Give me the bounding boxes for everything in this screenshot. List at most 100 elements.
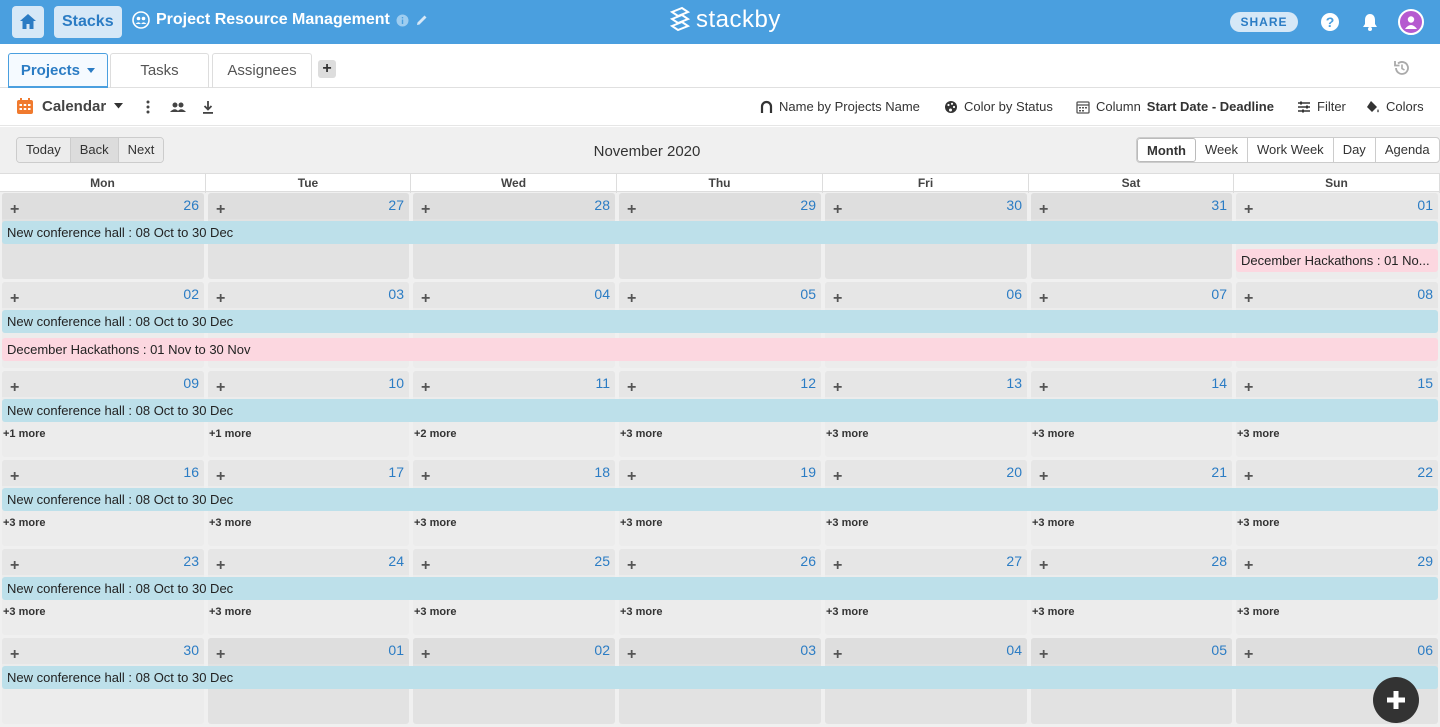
date-number[interactable]: 25: [594, 553, 610, 569]
add-event-button[interactable]: +: [1244, 290, 1254, 307]
add-event-button[interactable]: +: [216, 557, 226, 574]
date-number[interactable]: 09: [183, 375, 199, 391]
date-number[interactable]: 19: [800, 464, 816, 480]
add-event-button[interactable]: +: [1039, 557, 1049, 574]
show-more-link[interactable]: +2 more: [414, 428, 457, 440]
date-number[interactable]: 11: [595, 375, 610, 391]
show-more-link[interactable]: +1 more: [209, 428, 252, 440]
show-more-link[interactable]: +3 more: [414, 606, 457, 618]
add-event-button[interactable]: +: [1039, 290, 1049, 307]
add-record-button[interactable]: [1373, 677, 1419, 723]
info-icon[interactable]: [396, 14, 409, 27]
add-event-button[interactable]: +: [10, 557, 20, 574]
add-event-button[interactable]: +: [216, 379, 226, 396]
project-title[interactable]: Project Resource Management: [156, 11, 390, 28]
date-number[interactable]: 12: [800, 375, 816, 391]
add-event-button[interactable]: +: [1244, 379, 1254, 396]
add-event-button[interactable]: +: [10, 646, 20, 663]
date-number[interactable]: 14: [1211, 375, 1227, 391]
date-number[interactable]: 02: [183, 286, 199, 302]
date-number[interactable]: 27: [388, 197, 404, 213]
add-event-button[interactable]: +: [421, 290, 431, 307]
date-number[interactable]: 13: [1006, 375, 1022, 391]
add-table-button[interactable]: +: [318, 60, 336, 78]
show-more-link[interactable]: +3 more: [414, 517, 457, 529]
add-event-button[interactable]: +: [421, 557, 431, 574]
show-more-link[interactable]: +3 more: [209, 606, 252, 618]
add-event-button[interactable]: +: [1244, 557, 1254, 574]
date-number[interactable]: 06: [1006, 286, 1022, 302]
date-number[interactable]: 26: [183, 197, 199, 213]
colors-button[interactable]: Colors: [1366, 99, 1424, 114]
date-number[interactable]: 29: [800, 197, 816, 213]
date-number[interactable]: 05: [800, 286, 816, 302]
event-bar[interactable]: New conference hall : 08 Oct to 30 Dec: [2, 666, 1438, 689]
show-more-link[interactable]: +3 more: [1237, 517, 1280, 529]
date-number[interactable]: 23: [183, 553, 199, 569]
add-event-button[interactable]: +: [1039, 379, 1049, 396]
share-button[interactable]: SHARE: [1230, 12, 1298, 32]
add-event-button[interactable]: +: [627, 379, 637, 396]
show-more-link[interactable]: +3 more: [1237, 428, 1280, 440]
date-number[interactable]: 21: [1211, 464, 1227, 480]
color-by-setting[interactable]: Color by Status: [944, 99, 1053, 114]
add-event-button[interactable]: +: [10, 379, 20, 396]
add-event-button[interactable]: +: [627, 201, 637, 218]
add-event-button[interactable]: +: [1244, 468, 1254, 485]
show-more-link[interactable]: +3 more: [620, 428, 663, 440]
date-number[interactable]: 31: [1211, 197, 1227, 213]
date-number[interactable]: 08: [1417, 286, 1433, 302]
add-event-button[interactable]: +: [421, 646, 431, 663]
view-week-button[interactable]: Week: [1196, 138, 1248, 162]
show-more-link[interactable]: +1 more: [3, 428, 46, 440]
name-by-setting[interactable]: Name by Projects Name: [760, 99, 920, 114]
show-more-link[interactable]: +3 more: [3, 606, 46, 618]
show-more-link[interactable]: +3 more: [620, 517, 663, 529]
add-event-button[interactable]: +: [833, 468, 843, 485]
download-button[interactable]: [200, 99, 216, 120]
filter-button[interactable]: Filter: [1297, 99, 1346, 114]
event-bar[interactable]: December Hackathons : 01 No...: [1236, 249, 1438, 272]
add-event-button[interactable]: +: [10, 201, 20, 218]
add-event-button[interactable]: +: [833, 379, 843, 396]
date-number[interactable]: 29: [1417, 553, 1433, 569]
add-event-button[interactable]: +: [833, 646, 843, 663]
tab-projects[interactable]: Projects: [8, 53, 108, 88]
date-number[interactable]: 04: [1006, 642, 1022, 658]
date-number[interactable]: 22: [1417, 464, 1433, 480]
add-event-button[interactable]: +: [216, 201, 226, 218]
tab-assignees[interactable]: Assignees: [212, 53, 312, 88]
show-more-link[interactable]: +3 more: [826, 606, 869, 618]
date-number[interactable]: 24: [388, 553, 404, 569]
view-switcher[interactable]: Calendar: [16, 97, 124, 115]
date-number[interactable]: 20: [1006, 464, 1022, 480]
show-more-link[interactable]: +3 more: [3, 517, 46, 529]
date-number[interactable]: 06: [1417, 642, 1433, 658]
revision-history-button[interactable]: [1392, 58, 1412, 83]
edit-icon[interactable]: [415, 13, 429, 27]
view-month-button[interactable]: Month: [1137, 138, 1196, 162]
add-event-button[interactable]: +: [1039, 646, 1049, 663]
date-number[interactable]: 04: [594, 286, 610, 302]
date-number[interactable]: 17: [388, 464, 404, 480]
event-bar[interactable]: New conference hall : 08 Oct to 30 Dec: [2, 310, 1438, 333]
show-more-link[interactable]: +3 more: [209, 517, 252, 529]
add-event-button[interactable]: +: [833, 201, 843, 218]
add-event-button[interactable]: +: [10, 468, 20, 485]
add-event-button[interactable]: +: [421, 201, 431, 218]
date-number[interactable]: 05: [1211, 642, 1227, 658]
date-number[interactable]: 10: [388, 375, 404, 391]
date-number[interactable]: 30: [1006, 197, 1022, 213]
add-event-button[interactable]: +: [1244, 201, 1254, 218]
next-button[interactable]: Next: [118, 138, 164, 162]
date-number[interactable]: 27: [1006, 553, 1022, 569]
event-bar[interactable]: New conference hall : 08 Oct to 30 Dec: [2, 488, 1438, 511]
add-event-button[interactable]: +: [833, 290, 843, 307]
tab-tasks[interactable]: Tasks: [110, 53, 209, 88]
add-event-button[interactable]: +: [627, 468, 637, 485]
add-event-button[interactable]: +: [627, 290, 637, 307]
back-button[interactable]: Back: [70, 138, 119, 162]
add-event-button[interactable]: +: [627, 646, 637, 663]
column-setting[interactable]: Column Start Date - Deadline: [1076, 99, 1274, 114]
show-more-link[interactable]: +3 more: [1237, 606, 1280, 618]
